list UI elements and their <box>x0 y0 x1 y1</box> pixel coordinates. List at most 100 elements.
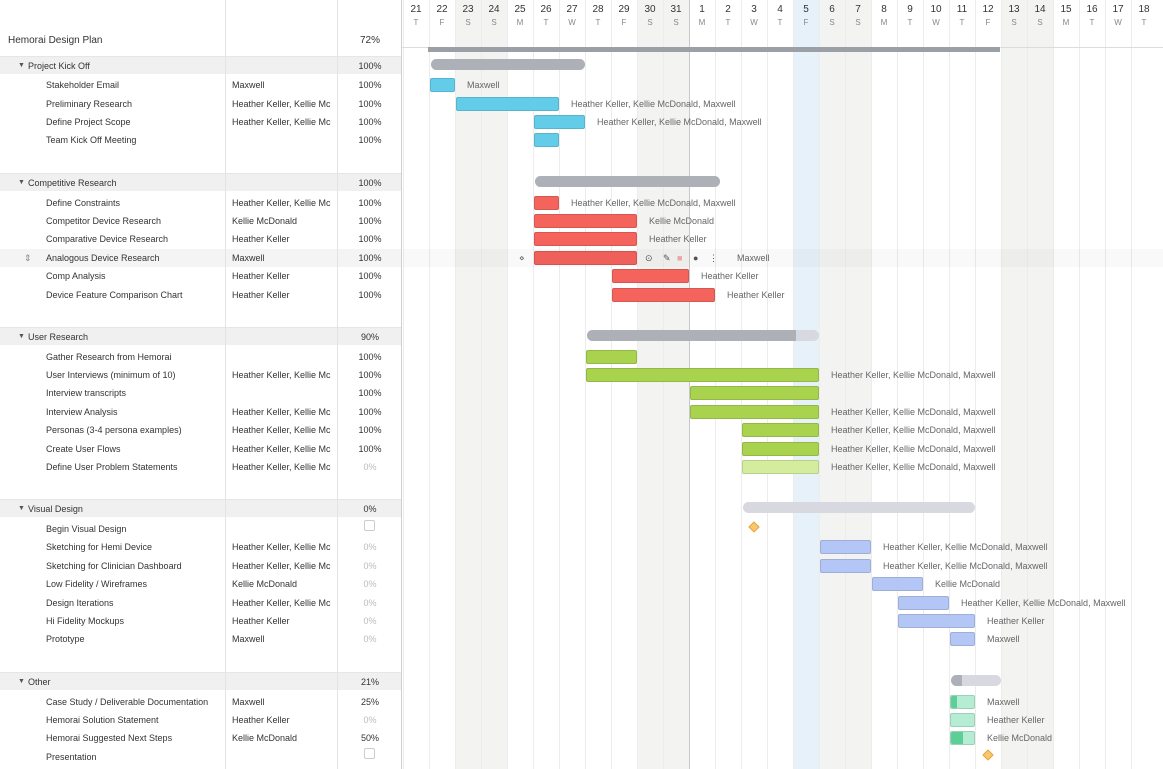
task-bar[interactable] <box>430 78 455 92</box>
task-row[interactable]: Sketching for Clinician Dashboard Heather… <box>0 557 402 575</box>
group-summary-bar[interactable] <box>743 502 975 513</box>
task-row[interactable]: Gather Research from Hemorai 100% <box>0 348 402 366</box>
group-row[interactable]: ▼ User Research 90% <box>0 327 402 345</box>
task-bar[interactable] <box>534 251 637 265</box>
task-bar[interactable] <box>534 115 585 129</box>
day-column <box>1053 0 1079 769</box>
task-bar-label: Heather Keller, Kellie McDonald, Maxwell <box>831 444 996 454</box>
task-row[interactable]: Design Iterations Heather Keller, Kellie … <box>0 594 402 612</box>
task-bar[interactable] <box>820 540 871 554</box>
group-row[interactable]: ▼ Competitive Research 100% <box>0 173 402 191</box>
task-bar[interactable] <box>820 559 871 573</box>
plan-row[interactable]: Hemorai Design Plan 72% <box>0 32 402 50</box>
task-row[interactable]: Team Kick Off Meeting 100% <box>0 131 402 149</box>
task-bar[interactable] <box>534 232 637 246</box>
drag-handle-icon[interactable]: ⇕ <box>24 253 32 263</box>
task-bar[interactable] <box>898 596 949 610</box>
column-divider-assignee[interactable] <box>225 0 226 769</box>
task-assignee: Maxwell <box>232 253 265 263</box>
milestone-checkbox[interactable] <box>364 748 375 759</box>
task-row[interactable]: Comparative Device Research Heather Kelle… <box>0 230 402 248</box>
task-row[interactable]: Hi Fidelity Mockups Heather Keller 0% <box>0 612 402 630</box>
task-row[interactable]: Define Project Scope Heather Keller, Kell… <box>0 113 402 131</box>
task-row[interactable]: Competitor Device Research Kellie McDonal… <box>0 212 402 230</box>
task-row[interactable]: Define Constraints Heather Keller, Kellie… <box>0 194 402 212</box>
group-row[interactable]: ▼ Visual Design 0% <box>0 499 402 517</box>
task-bar[interactable] <box>586 368 819 382</box>
task-bar[interactable] <box>742 460 819 474</box>
task-bar[interactable] <box>456 97 559 111</box>
task-row[interactable]: User Interviews (minimum of 10) Heather K… <box>0 366 402 384</box>
group-name: Project Kick Off <box>28 61 90 71</box>
task-row[interactable]: Case Study / Deliverable Documentation Ma… <box>0 693 402 711</box>
more-options-icon[interactable]: ⋮ <box>709 253 718 263</box>
assign-icon[interactable]: ● <box>693 253 699 263</box>
group-summary-bar[interactable] <box>587 330 819 341</box>
collapse-caret-icon[interactable]: ▼ <box>18 678 25 685</box>
task-row[interactable]: Define User Problem Statements Heather Ke… <box>0 458 402 476</box>
task-percent: 0% <box>363 542 377 552</box>
task-row[interactable]: Begin Visual Design <box>0 520 402 538</box>
group-row[interactable]: ▼ Project Kick Off 100% <box>0 56 402 74</box>
task-row[interactable]: Preliminary Research Heather Keller, Kell… <box>0 95 402 113</box>
task-assignee: Kellie McDonald <box>232 733 298 743</box>
day-number: 10 <box>930 4 942 15</box>
color-swatch-icon[interactable]: ■ <box>677 253 683 263</box>
task-bar-label: Maxwell <box>987 634 1020 644</box>
task-bar[interactable] <box>612 288 715 302</box>
milestone-checkbox[interactable] <box>364 520 375 531</box>
task-bar[interactable] <box>950 713 975 727</box>
task-row[interactable]: Comp Analysis Heather Keller 100% <box>0 267 402 285</box>
collapse-caret-icon[interactable]: ▼ <box>18 179 25 186</box>
task-row[interactable]: Stakeholder Email Maxwell 100% <box>0 76 402 94</box>
task-row[interactable]: Hemorai Solution Statement Heather Keller… <box>0 711 402 729</box>
collapse-caret-icon[interactable]: ▼ <box>18 62 25 69</box>
task-row[interactable]: Hemorai Suggested Next Steps Kellie McDon… <box>0 729 402 747</box>
task-row[interactable]: Presentation <box>0 748 402 766</box>
task-bar[interactable] <box>950 632 975 646</box>
task-assignee: Kellie McDonald <box>232 216 298 226</box>
day-letter: F <box>621 18 627 27</box>
task-row[interactable]: Interview transcripts 100% <box>0 384 402 402</box>
day-letter: T <box>777 18 783 27</box>
column-divider-percent[interactable] <box>337 0 338 769</box>
task-row[interactable]: Prototype Maxwell 0% <box>0 630 402 648</box>
task-bar[interactable] <box>690 405 819 419</box>
task-bar[interactable] <box>690 386 819 400</box>
group-summary-bar[interactable] <box>535 176 721 187</box>
task-bar[interactable] <box>950 695 975 709</box>
task-bar[interactable] <box>586 350 637 364</box>
task-bar[interactable] <box>534 196 559 210</box>
collapse-caret-icon[interactable]: ▼ <box>18 505 25 512</box>
task-row[interactable]: Low Fidelity / Wireframes Kellie McDonald… <box>0 575 402 593</box>
task-bar[interactable] <box>898 614 975 628</box>
comment-icon[interactable]: ⊙ <box>645 253 653 263</box>
resize-handle-icon[interactable]: ⋄ <box>519 253 525 263</box>
task-bar[interactable] <box>534 133 559 147</box>
group-summary-bar[interactable] <box>431 59 585 70</box>
task-bar[interactable] <box>742 423 819 437</box>
day-column <box>767 0 793 769</box>
task-row[interactable]: Create User Flows Heather Keller, Kellie … <box>0 440 402 458</box>
collapse-caret-icon[interactable]: ▼ <box>18 333 25 340</box>
task-bar[interactable] <box>534 214 637 228</box>
task-bar[interactable] <box>742 442 819 456</box>
group-summary-bar[interactable] <box>951 675 1001 686</box>
task-row[interactable]: Interview Analysis Heather Keller, Kellie… <box>0 403 402 421</box>
task-percent: 100% <box>358 117 382 127</box>
task-bar[interactable] <box>612 269 689 283</box>
edit-icon[interactable]: ✎ <box>663 253 671 263</box>
task-name: Preliminary Research <box>46 99 133 109</box>
task-row[interactable]: Personas (3-4 persona examples) Heather K… <box>0 421 402 439</box>
pane-divider[interactable] <box>401 0 402 769</box>
task-row[interactable]: Device Feature Comparison Chart Heather K… <box>0 286 402 304</box>
day-column <box>897 0 923 769</box>
task-row[interactable]: Sketching for Hemi Device Heather Keller,… <box>0 538 402 556</box>
task-bar[interactable] <box>872 577 923 591</box>
task-name: Define Project Scope <box>46 117 131 127</box>
task-row[interactable]: ⇕ Analogous Device Research Maxwell 100% <box>0 249 402 267</box>
task-bar[interactable] <box>950 731 975 745</box>
day-letter: S <box>1011 18 1017 27</box>
group-row[interactable]: ▼ Other 21% <box>0 672 402 690</box>
task-name: Hemorai Suggested Next Steps <box>46 733 173 743</box>
